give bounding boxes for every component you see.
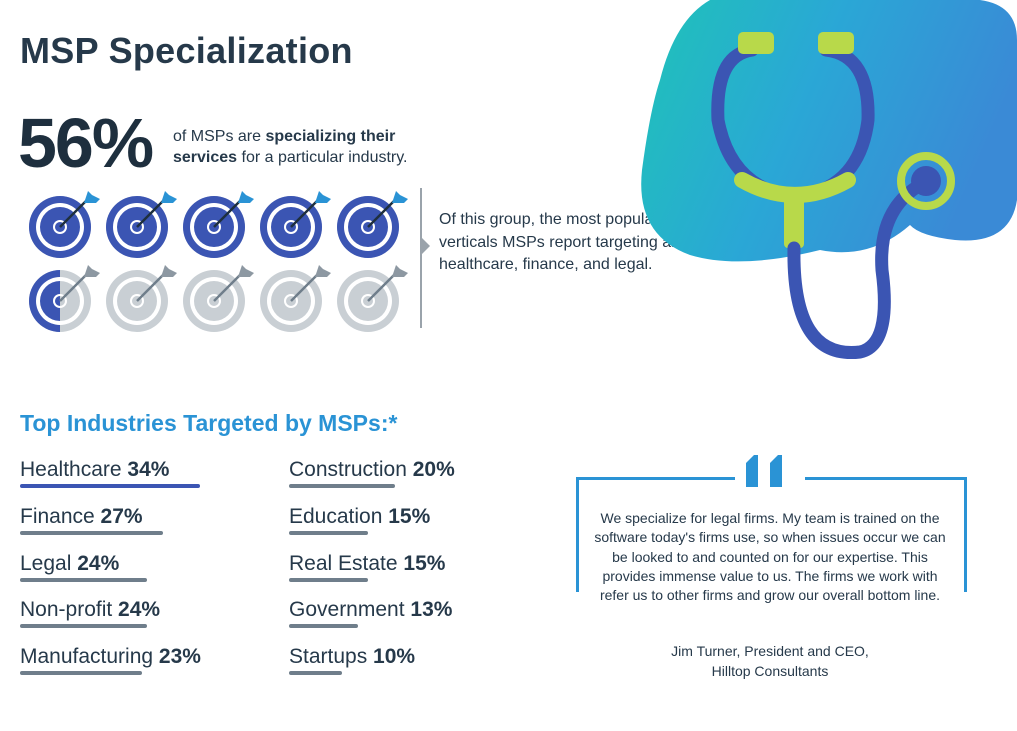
- industry-percent: 10%: [373, 645, 416, 669]
- industry-item: Real Estate 15%: [289, 552, 445, 582]
- industry-bar: [20, 530, 163, 535]
- target-icon: [183, 191, 254, 258]
- industry-item: Legal 24%: [20, 552, 147, 582]
- stethoscope-yoke: [734, 172, 856, 203]
- industry-percent: 13%: [410, 598, 453, 622]
- stat-description: of MSPs are specializing their services …: [173, 126, 433, 168]
- stethoscope-tube-lower: [787, 178, 927, 360]
- quote-text: We specialize for legal firms. My team i…: [594, 510, 946, 604]
- industry-item: Startups 10%: [289, 645, 416, 676]
- chest-piece: [911, 166, 941, 196]
- industry-label: Manufacturing: [20, 645, 159, 669]
- target-icon: [106, 191, 177, 258]
- quote-author: Jim Turner, President and CEO, Hilltop C…: [620, 642, 920, 681]
- industry-item: Education 15%: [289, 505, 430, 535]
- industry-bar: [289, 530, 368, 535]
- industry-bar: [289, 484, 395, 488]
- earpiece-left: [738, 32, 774, 54]
- industry-item: Healthcare 34%: [20, 458, 200, 488]
- industry-label: Construction: [289, 458, 413, 481]
- industry-bar: [289, 624, 358, 629]
- targets-grid: [29, 191, 408, 332]
- industry-item: Non-profit 24%: [20, 598, 161, 629]
- target-icon: [183, 265, 254, 332]
- target-icon: [106, 265, 177, 332]
- industry-percent: 15%: [388, 504, 431, 528]
- stat-text-post: for a particular industry.: [237, 149, 408, 166]
- stat-text-pre: of MSPs are: [173, 128, 266, 145]
- industry-percent: 20%: [412, 458, 455, 481]
- industry-percent: 34%: [127, 458, 170, 481]
- industry-percent: 15%: [403, 551, 446, 575]
- industry-item: Government 13%: [289, 598, 453, 629]
- industry-bar: [289, 577, 368, 582]
- industry-bar: [20, 624, 147, 629]
- quote-author-name: Jim Turner, President and CEO,: [671, 643, 869, 659]
- quote-author-company: Hilltop Consultants: [711, 662, 829, 679]
- industry-percent: 27%: [100, 504, 143, 528]
- big-percent: 56%: [18, 104, 154, 182]
- industries-heading: Top Industries Targeted by MSPs:*: [20, 410, 398, 436]
- chevron-right-icon: [421, 237, 430, 255]
- industry-bar: [20, 484, 200, 488]
- target-icon: [337, 265, 408, 332]
- stat-text-bold: specializing their services: [173, 128, 396, 166]
- industry-label: Government: [289, 598, 411, 622]
- industry-label: Finance: [20, 504, 101, 528]
- industry-item: Manufacturing 23%: [20, 645, 201, 676]
- target-icon: [29, 265, 100, 332]
- industry-percent: 24%: [118, 598, 161, 622]
- industry-label: Healthcare: [20, 458, 128, 481]
- divider-line: [420, 188, 422, 328]
- industry-bar: [20, 577, 147, 582]
- industry-bar: [289, 671, 342, 676]
- target-icon: [29, 191, 100, 258]
- industry-label: Real Estate: [289, 551, 404, 575]
- page-title: MSP Specialization: [20, 30, 353, 71]
- stethoscope-stem: [784, 196, 804, 248]
- industry-item: Finance 27%: [20, 505, 163, 535]
- target-icon: [260, 191, 331, 258]
- industry-percent: 23%: [158, 645, 201, 669]
- stethoscope-illustration: [641, 0, 1017, 360]
- quote-icon: [746, 455, 782, 487]
- group-note: Of this group, the most popular vertical…: [439, 211, 686, 273]
- industry-label: Non-profit: [20, 598, 119, 622]
- earpiece-right: [818, 32, 854, 54]
- industry-label: Legal: [20, 551, 78, 575]
- industry-label: Startups: [289, 645, 374, 669]
- target-icon: [337, 191, 408, 258]
- industry-bar: [20, 671, 142, 676]
- chest-piece-ring: [897, 152, 955, 210]
- target-icon: [260, 265, 331, 332]
- industry-percent: 24%: [77, 551, 120, 575]
- industry-label: Education: [289, 504, 389, 528]
- industry-item: Construction 20%: [289, 458, 455, 488]
